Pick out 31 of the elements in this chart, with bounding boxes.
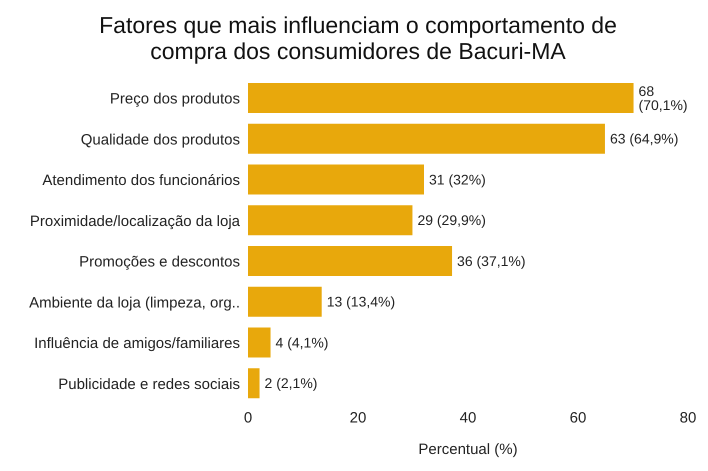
bar: [248, 164, 424, 194]
data-label: 36 (37,1%): [457, 252, 526, 269]
y-tick-label: Proximidade/localização da loja: [30, 212, 241, 230]
y-tick-label: Influência de amigos/familiares: [34, 335, 240, 352]
data-label: 68 (70,1%): [638, 82, 688, 113]
y-tick-label: Atendimento dos funcionários: [42, 172, 240, 190]
data-label: 31 (32%): [429, 171, 486, 188]
data-label: 29 (29,9%): [417, 212, 486, 228]
x-tick-label: 0: [244, 410, 252, 427]
data-label: 13 (13,4%): [326, 294, 396, 310]
y-tick-label: Ambiente da loja (limpeza, org..: [29, 294, 240, 312]
x-tick-label: 40: [460, 410, 476, 427]
data-label: 2 (2,1%): [264, 375, 318, 392]
chart-title: Fatores que mais influenciam o comportamento de compra dos consumidores de Bacuri-MA: [98, 11, 618, 64]
y-tick-label: Promoções e descontos: [79, 254, 240, 271]
bar: [248, 124, 605, 154]
bar: [248, 286, 322, 317]
y-tick-label: Preço dos produtos: [110, 90, 240, 108]
x-tick-label: 60: [570, 410, 586, 427]
y-tick-label: Qualidade dos produtos: [80, 131, 240, 148]
y-tick-label: Publicidade e redes sociais: [58, 376, 240, 393]
bar: [248, 328, 271, 358]
data-label: 4 (4,1%): [276, 334, 328, 350]
data-label: 63 (64,9%): [610, 130, 678, 147]
x-axis-title: Percentual (%): [418, 441, 518, 458]
bar: [248, 368, 260, 398]
bar: [248, 205, 412, 236]
x-tick-label: 80: [680, 410, 696, 427]
x-tick-label: 20: [350, 410, 366, 427]
bar: [248, 83, 634, 113]
bar: [248, 246, 452, 276]
